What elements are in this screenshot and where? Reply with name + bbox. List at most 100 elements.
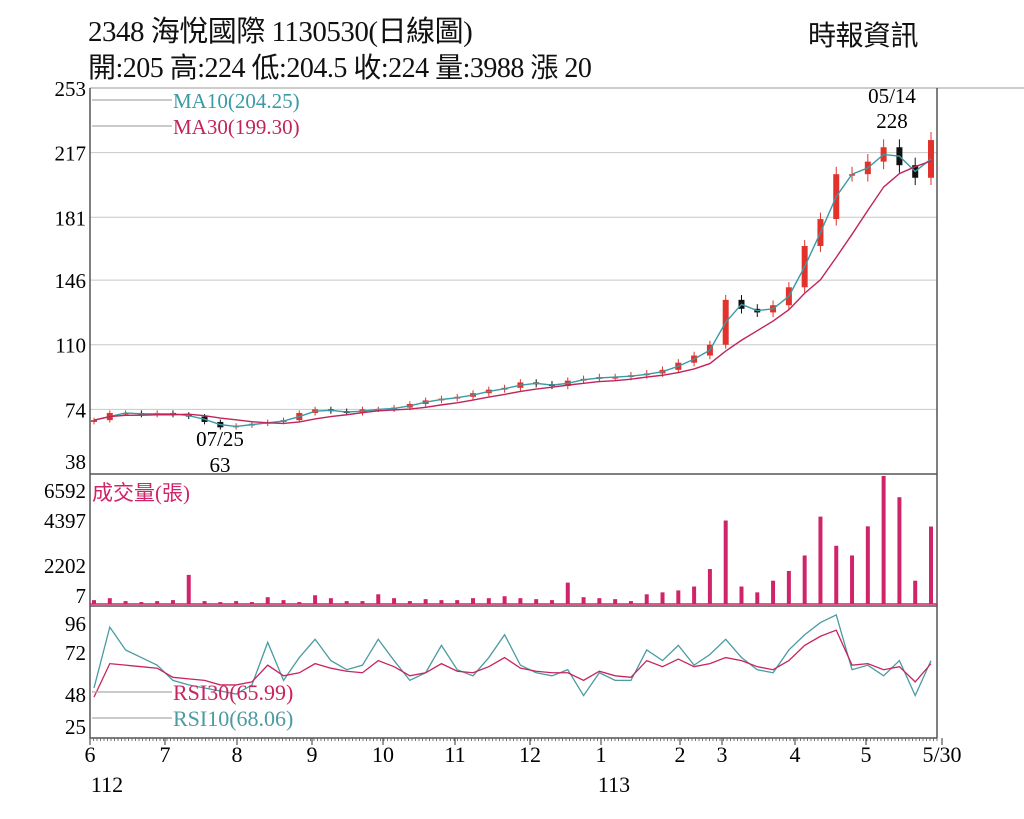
volume-bar <box>502 596 507 604</box>
volume-bar <box>328 598 333 604</box>
volume-bars <box>92 476 933 604</box>
price-tick-label: 110 <box>55 334 86 358</box>
volume-bar <box>139 602 144 604</box>
x-tick-label: 3 <box>717 742 728 767</box>
x-tick-label: 9 <box>307 742 318 767</box>
x-tick-label: 1 <box>596 742 607 767</box>
x-tick-label: 7 <box>160 742 171 767</box>
x-tick-label: 8 <box>232 742 243 767</box>
volume-bar <box>771 580 776 604</box>
volume-bar <box>265 597 270 604</box>
volume-bar <box>834 545 839 604</box>
volume-bar <box>234 601 239 604</box>
candle-body <box>122 412 129 415</box>
candle-body <box>928 140 934 178</box>
volume-bar <box>897 497 902 604</box>
volume-bar <box>929 526 933 604</box>
candle-body <box>612 377 619 379</box>
rsi-tick-label: 96 <box>65 612 86 636</box>
rsi30-line <box>93 629 932 698</box>
price-tick-label: 181 <box>55 206 87 230</box>
year-label: 113 <box>598 772 630 797</box>
gridlines <box>90 152 937 410</box>
annotation-value: 63 <box>210 453 231 477</box>
year-label: 112 <box>91 772 123 797</box>
volume-bar <box>407 601 412 604</box>
x-tick-label: 12 <box>519 742 541 767</box>
volume-bar <box>376 594 381 604</box>
volume-tick-label: 7 <box>76 584 87 608</box>
price-tick-label: 217 <box>55 142 87 166</box>
volume-bar <box>628 601 633 604</box>
price-tick-label: 253 <box>55 77 87 101</box>
volume-bar <box>613 599 618 604</box>
rsi-lines <box>93 614 932 698</box>
price-tick-label: 146 <box>55 269 87 293</box>
x-tick-label: 5/30 <box>922 742 961 767</box>
volume-bar <box>455 600 460 604</box>
price-tick-label: 38 <box>65 450 86 474</box>
volume-bar <box>739 586 744 604</box>
price-tick-label: 74 <box>65 398 87 422</box>
volume-bar <box>723 520 728 604</box>
volume-bar <box>392 598 397 604</box>
x-tick-label: 10 <box>372 742 394 767</box>
volume-bar <box>486 598 491 604</box>
legend-rsi30: RSI30(65.99) <box>173 680 293 705</box>
volume-bar <box>644 594 649 604</box>
volume-bar <box>186 574 191 604</box>
legend-ma30: MA30(199.30) <box>173 115 300 139</box>
volume-bar <box>423 599 428 604</box>
x-tick-label: 11 <box>444 742 465 767</box>
chart-title: 2348 海悅國際 1130530(日線圖) <box>88 16 473 48</box>
rsi-tick-label: 25 <box>65 715 86 739</box>
ma30-line <box>93 160 932 425</box>
rsi-tick-label: 48 <box>65 683 86 707</box>
volume-bar <box>786 570 791 604</box>
ohlc-summary: 開:205 高:224 低:204.5 收:224 量:3988 漲 20 <box>88 53 592 84</box>
volume-bar <box>692 586 697 604</box>
volume-bar <box>202 601 207 604</box>
annotation-value: 228 <box>876 109 908 133</box>
volume-bar <box>755 592 760 604</box>
candles <box>91 132 934 430</box>
volume-bar <box>471 598 476 604</box>
volume-bar <box>170 600 175 604</box>
volume-bar <box>707 569 712 604</box>
volume-bar <box>534 599 539 604</box>
volume-bar <box>439 600 444 604</box>
volume-bar <box>549 600 554 604</box>
volume-bar <box>913 580 918 604</box>
volume-bar <box>581 597 586 604</box>
volume-bar <box>660 592 665 604</box>
volume-bar <box>865 526 870 604</box>
volume-tick-label: 4397 <box>44 509 86 533</box>
volume-bar <box>297 602 302 604</box>
rsi-tick-label: 72 <box>65 641 86 665</box>
axis-labels: 2532171811461107438MA10(204.25)MA30(199.… <box>44 77 962 797</box>
volume-tick-label: 2202 <box>44 554 86 578</box>
volume-bar <box>313 595 318 604</box>
rsi10-line <box>93 614 932 698</box>
ma10-line <box>93 153 932 428</box>
annotation-date: 07/25 <box>196 427 244 451</box>
volume-tick-label: 6592 <box>44 479 86 503</box>
volume-bar <box>123 601 128 604</box>
volume-bar <box>249 602 254 604</box>
moving-averages <box>93 153 932 428</box>
volume-bar <box>818 516 823 604</box>
volume-bar <box>518 598 523 604</box>
panel-frames <box>89 87 1024 741</box>
volume-bar <box>155 601 160 604</box>
x-tick-label: 2 <box>675 742 686 767</box>
volume-bar <box>344 601 349 604</box>
volume-bar <box>676 590 681 604</box>
volume-bar <box>850 555 855 604</box>
volume-bar <box>597 598 602 604</box>
volume-bar <box>881 476 886 604</box>
legend-rsi10: RSI10(68.06) <box>173 706 293 731</box>
legend-ma10: MA10(204.25) <box>173 89 300 113</box>
x-tick-label: 6 <box>85 742 96 767</box>
candle-body <box>375 409 382 411</box>
